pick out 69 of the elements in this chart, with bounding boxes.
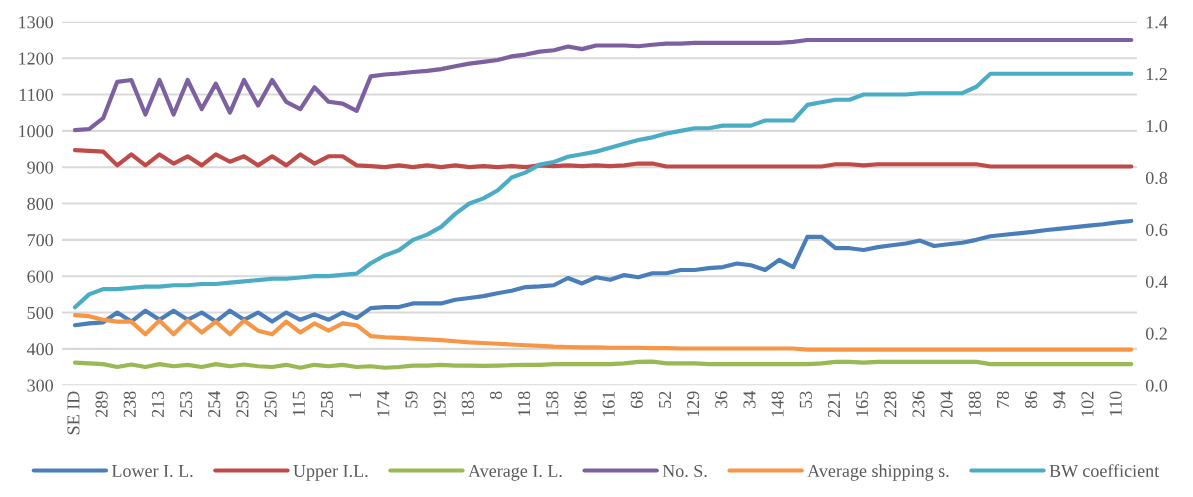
x-tick-label: 258 (320, 391, 334, 418)
x-tick-label: 129 (687, 391, 700, 417)
x-tick-label: 238 (123, 391, 136, 418)
legend-label: Upper I.L. (293, 465, 368, 481)
x-tick-label: 236 (912, 391, 925, 418)
x-tick-label: 289 (95, 391, 108, 418)
y-tick-label: 600 (27, 270, 54, 283)
x-tick-label: 186 (574, 391, 587, 417)
line-series (72, 312, 1134, 352)
y2-tick-label: 0.4 (1145, 275, 1168, 288)
x-tick-label: 174 (377, 391, 390, 417)
x-tick-label: 148 (771, 391, 784, 417)
x-tick-label: SE ID (67, 391, 80, 435)
x-tick-label: 102 (1081, 391, 1094, 417)
x-tick-label: 78 (996, 391, 1010, 408)
x-tick-label: 165 (856, 391, 869, 417)
x-tick-label: 192 (433, 391, 446, 417)
line-series (72, 359, 1134, 370)
x-tick-label: 161 (602, 391, 615, 417)
x-tick-label: 94 (1053, 391, 1066, 409)
y-tick-label: 1300 (19, 16, 54, 29)
y-tick-label: 1100 (19, 88, 54, 101)
x-tick-label: 110 (1109, 391, 1122, 416)
x-tick-label: 34 (743, 391, 756, 408)
x-tick-label: 52 (658, 391, 672, 408)
x-tick-label: 118 (518, 391, 531, 416)
y-tick-label: 500 (27, 306, 54, 319)
legend-label: Average shipping s. (807, 464, 949, 481)
x-tick-label: 53 (799, 391, 812, 408)
y-tick-label: 900 (27, 161, 54, 174)
x-tick-label: 204 (940, 391, 953, 418)
x-tick-label: 188 (968, 391, 981, 417)
legend-label: No. S. (662, 464, 707, 478)
x-tick-label: 59 (405, 391, 418, 408)
y2-tick-label: 0.0 (1145, 379, 1168, 392)
y2-tick-label: 1.2 (1146, 68, 1167, 81)
line-series (72, 37, 1134, 133)
y-tick-label: 700 (27, 234, 54, 247)
y-tick-label: 1000 (19, 125, 54, 138)
y2-tick-label: 0.6 (1145, 223, 1168, 236)
y2-tick-label: 1.0 (1146, 119, 1168, 133)
legend-label: BW coefficient (1049, 464, 1160, 478)
y-tick-label: 1200 (19, 52, 54, 65)
legend-label: Average I. L. (468, 464, 562, 481)
x-tick-label: 213 (151, 391, 165, 418)
line-series (72, 148, 1134, 170)
x-tick-label: 36 (715, 391, 728, 408)
x-tick-label: 259 (236, 391, 249, 418)
x-tick-label: 250 (264, 391, 277, 418)
legend-label: Lower I. L. (111, 465, 193, 478)
y-tick-label: 400 (26, 343, 54, 356)
x-tick-label: 115 (292, 391, 305, 416)
line-series (72, 71, 1134, 310)
x-tick-label: 8 (489, 391, 503, 400)
x-tick-label: 158 (546, 391, 559, 417)
x-tick-label: 68 (630, 391, 643, 409)
y-tick-label: 300 (27, 379, 54, 392)
x-tick-label: 253 (180, 391, 193, 418)
x-tick-label: 221 (827, 391, 840, 418)
y2-tick-label: 0.2 (1145, 327, 1167, 340)
y2-tick-label: 0.8 (1145, 171, 1168, 185)
line-series (72, 218, 1134, 328)
x-tick-label: 86 (1025, 391, 1038, 409)
x-tick-label: 183 (461, 391, 474, 417)
x-tick-label: 228 (884, 391, 897, 418)
y-tick-label: 800 (27, 197, 54, 210)
x-tick-label: 1 (349, 391, 362, 399)
y2-tick-label: 1.4 (1146, 16, 1168, 29)
x-tick-label: 254 (208, 391, 221, 418)
